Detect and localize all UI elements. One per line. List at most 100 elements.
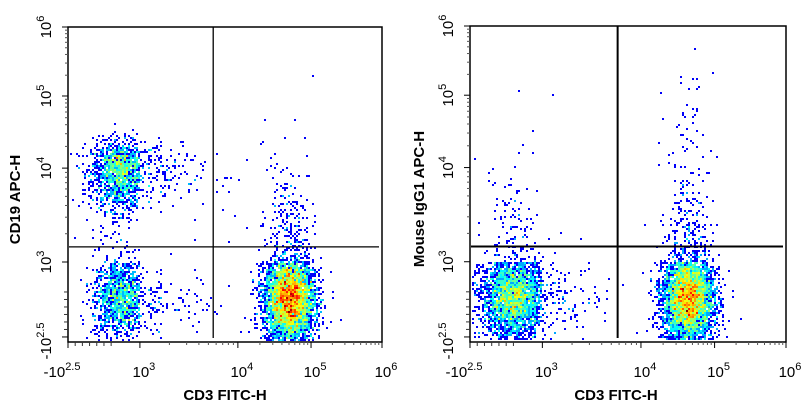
density-bin (284, 303, 286, 305)
density-bin (576, 314, 578, 316)
density-bin (310, 301, 312, 303)
density-bin (128, 173, 130, 175)
density-bin (536, 310, 538, 312)
density-bin (688, 308, 690, 310)
density-bin (302, 339, 304, 341)
density-bin (120, 161, 122, 163)
density-bin (124, 263, 126, 265)
density-bin (688, 300, 690, 302)
density-bin (132, 325, 134, 327)
density-bin (270, 305, 272, 307)
density-bin (102, 159, 104, 161)
density-bin (310, 297, 312, 299)
density-bin (150, 155, 152, 157)
density-bin (306, 281, 308, 283)
density-bin (318, 337, 320, 339)
density-bin (116, 171, 118, 173)
x-tick-label: -102.5 (44, 361, 81, 381)
density-bin (502, 266, 504, 268)
density-bin (490, 272, 492, 274)
density-bin (522, 318, 524, 320)
density-bin (698, 328, 700, 330)
density-bin (122, 293, 124, 295)
density-bin (294, 319, 296, 321)
density-bin (282, 281, 284, 283)
density-bin (498, 304, 500, 306)
density-bin (128, 185, 130, 187)
density-bin (122, 147, 124, 149)
density-bin (690, 264, 692, 266)
density-bin (520, 278, 522, 280)
density-bin (532, 304, 534, 306)
density-bin (96, 279, 98, 281)
density-bin (506, 268, 508, 270)
density-bin (90, 331, 92, 333)
density-bin (692, 252, 694, 254)
density-bin (524, 304, 526, 306)
density-bin (108, 175, 110, 177)
density-bin (130, 159, 132, 161)
density-bin (274, 299, 276, 301)
density-bin (510, 228, 512, 230)
density-bin (138, 317, 140, 319)
density-bin (494, 274, 496, 276)
density-bin (284, 197, 286, 199)
density-bin (128, 265, 130, 267)
density-bin (304, 301, 306, 303)
density-bin (690, 306, 692, 308)
density-bin (514, 252, 516, 254)
density-bin (708, 268, 710, 270)
density-bin (180, 297, 182, 299)
density-bin (504, 260, 506, 262)
density-bin (118, 177, 120, 179)
density-bin (520, 314, 522, 316)
density-bin (114, 165, 116, 167)
density-bin (584, 270, 586, 272)
density-bin (300, 299, 302, 301)
density-bin (292, 285, 294, 287)
density-bin (156, 155, 158, 157)
density-bin (476, 272, 478, 274)
density-bin (308, 331, 310, 333)
density-bin (308, 283, 310, 285)
density-bin (688, 320, 690, 322)
density-bin (280, 299, 282, 301)
density-bin (272, 289, 274, 291)
density-bin (534, 270, 536, 272)
density-bin (498, 280, 500, 282)
density-bin (270, 299, 272, 301)
density-bin (520, 312, 522, 314)
density-bin (140, 295, 142, 297)
density-bin (676, 264, 678, 266)
density-bin (526, 324, 528, 326)
density-bin (276, 233, 278, 235)
density-bin (698, 316, 700, 318)
density-bin (508, 330, 510, 332)
density-bin (278, 331, 280, 333)
density-bin (298, 289, 300, 291)
density-bin (268, 303, 270, 305)
density-bin (496, 320, 498, 322)
density-bin (112, 271, 114, 273)
density-bin (84, 193, 86, 195)
density-bin (274, 275, 276, 277)
density-bin (492, 278, 494, 280)
density-bin (252, 289, 254, 291)
density-bin (696, 200, 698, 202)
density-bin (670, 292, 672, 294)
density-bin (306, 239, 308, 241)
density-bin (536, 262, 538, 264)
density-bin (668, 312, 670, 314)
density-bin (100, 165, 102, 167)
density-bin (512, 318, 514, 320)
density-bin (116, 149, 118, 151)
density-bin (280, 307, 282, 309)
density-bin (170, 283, 172, 285)
density-bin (678, 322, 680, 324)
density-bin (702, 226, 704, 228)
density-bin (98, 271, 100, 273)
density-bin (486, 312, 488, 314)
density-bin (124, 301, 126, 303)
density-bin (500, 288, 502, 290)
density-bin (286, 305, 288, 307)
